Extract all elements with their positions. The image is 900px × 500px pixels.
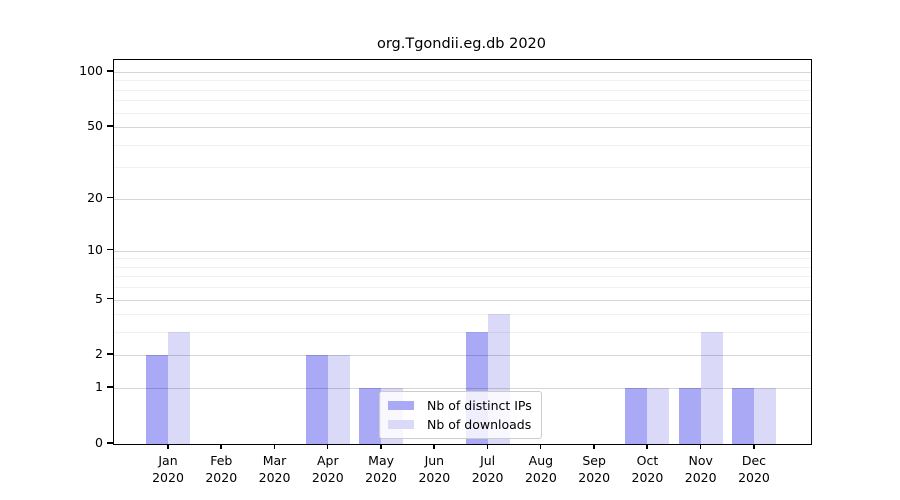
bar-distinct-ips-oct [625, 388, 648, 444]
bar-downloads-oct [647, 388, 670, 444]
gridline-100 [114, 72, 811, 73]
x-tick-mark-may [380, 444, 382, 449]
x-tick-label-apr: Apr 2020 [311, 453, 344, 485]
y-tick-mark-1 [107, 386, 113, 388]
gridline-2 [114, 355, 811, 357]
gridline-60 [114, 112, 811, 114]
y-tick-mark-20 [107, 196, 113, 199]
gridline-30 [114, 167, 811, 169]
y-tick-label-10: 10 [87, 241, 103, 257]
x-tick-mark-mar [273, 444, 276, 449]
x-tick-label-aug: Aug 2020 [524, 453, 557, 485]
gridline-50 [114, 127, 811, 129]
x-tick-mark-oct [646, 444, 649, 449]
x-tick-mark-aug [539, 444, 542, 449]
gridline-90 [114, 80, 811, 82]
x-tick-label-jun: Jun 2020 [418, 453, 451, 485]
gridline-20 [114, 198, 811, 200]
gridline-5 [114, 299, 811, 301]
x-tick-label-jul: Jul 2020 [471, 453, 504, 485]
gridline-1 [114, 388, 811, 390]
gridline-6 [114, 287, 811, 289]
gridline-80 [114, 89, 811, 91]
plot-area [113, 59, 812, 445]
bar-downloads-jan [168, 332, 190, 444]
y-tick-label-5: 5 [95, 290, 103, 306]
y-tick-mark-100 [107, 70, 113, 72]
x-tick-mark-sep [593, 444, 595, 449]
x-tick-label-feb: Feb 2020 [205, 453, 238, 485]
gridline-4 [114, 314, 811, 316]
x-tick-mark-apr [326, 444, 329, 449]
x-tick-mark-nov [699, 444, 702, 449]
y-tick-label-20: 20 [87, 189, 103, 205]
bar-downloads-dec [753, 388, 776, 444]
bar-distinct-ips-jan [146, 355, 168, 444]
y-tick-mark-2 [107, 353, 113, 356]
y-tick-mark-5 [107, 297, 113, 300]
legend-item-distinct-ips: Nb of distinct IPs [388, 398, 532, 413]
y-tick-label-0: 0 [95, 435, 103, 450]
bar-downloads-apr [327, 355, 350, 444]
bar-distinct-ips-dec [731, 388, 754, 444]
legend-label-downloads: Nb of downloads [427, 417, 532, 432]
y-tick-mark-50 [107, 125, 113, 127]
y-tick-label-100: 100 [79, 63, 103, 78]
y-tick-label-50: 50 [87, 118, 103, 134]
gridline-8 [114, 266, 811, 268]
x-tick-mark-jun [433, 444, 435, 449]
x-tick-label-may: May 2020 [365, 453, 397, 485]
y-tick-label-1: 1 [95, 379, 103, 395]
chart-title: org.Tgondii.eg.db 2020 [376, 36, 547, 52]
gridline-40 [114, 144, 811, 146]
y-tick-mark-10 [107, 248, 113, 251]
legend-item-downloads: Nb of downloads [388, 417, 532, 432]
bar-distinct-ips-apr [305, 355, 328, 444]
gridline-9 [114, 258, 811, 260]
x-tick-label-jan: Jan 2020 [152, 453, 184, 485]
gridline-7 [114, 276, 811, 278]
x-tick-label-mar: Mar 2020 [258, 453, 291, 485]
y-tick-label-2: 2 [95, 346, 103, 362]
bar-downloads-nov [700, 332, 723, 444]
x-tick-label-dec: Dec 2020 [738, 453, 770, 485]
legend: Nb of distinct IPs Nb of downloads [379, 391, 542, 439]
y-tick-mark-0 [107, 442, 113, 444]
x-tick-label-sep: Sep 2020 [578, 453, 611, 485]
legend-swatch-downloads-icon [388, 420, 414, 429]
legend-swatch-distinct-ips-icon [388, 401, 414, 410]
x-tick-mark-feb [220, 444, 222, 449]
x-tick-mark-dec [752, 444, 755, 449]
x-tick-mark-jan [167, 444, 169, 449]
bar-distinct-ips-may [359, 388, 382, 444]
x-tick-mark-jul [486, 444, 489, 449]
gridline-10 [114, 250, 811, 252]
x-tick-label-oct: Oct 2020 [631, 453, 664, 485]
legend-label-distinct-ips: Nb of distinct IPs [427, 398, 532, 413]
gridline-3 [114, 332, 811, 334]
x-tick-label-nov: Nov 2020 [684, 453, 717, 485]
bar-distinct-ips-nov [678, 388, 701, 444]
gridline-70 [114, 100, 811, 102]
